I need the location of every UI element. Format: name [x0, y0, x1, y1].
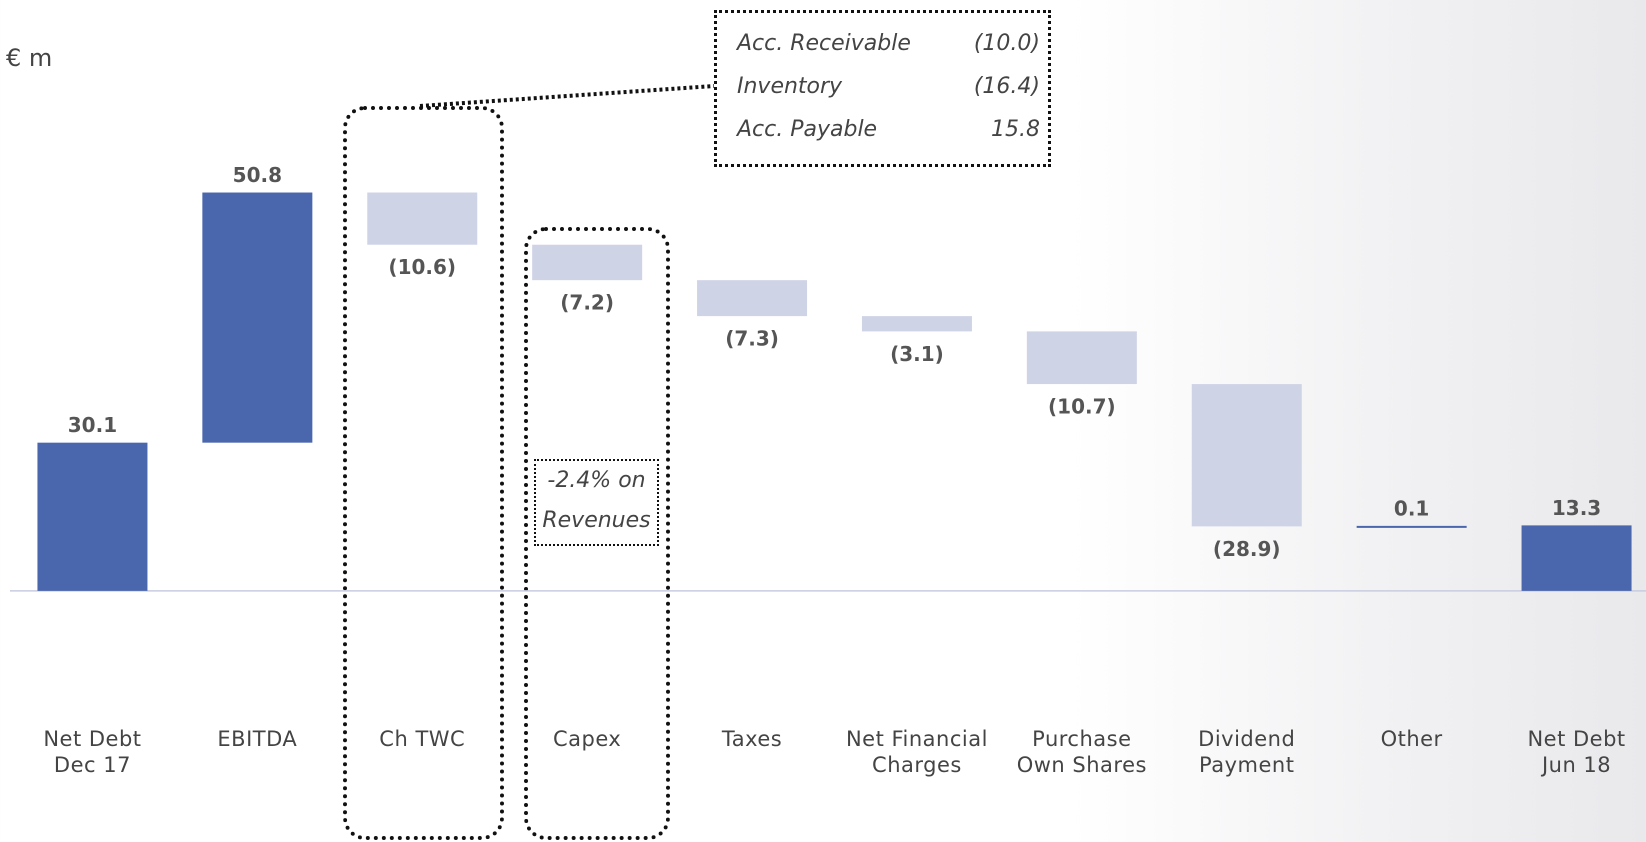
value-label: (10.7) [1048, 395, 1116, 419]
value-label: (3.1) [890, 342, 944, 366]
bar [1191, 384, 1302, 527]
bar [1356, 525, 1467, 528]
x-tick-label: Capex [552, 727, 622, 751]
breakdown-label: Acc. Payable [737, 117, 878, 142]
x-tick-label: Taxes [721, 727, 783, 751]
x-tick-label: Dividend Payment [1198, 727, 1296, 777]
x-tick-label: EBITDA [217, 727, 298, 751]
connector [419, 84, 715, 108]
x-tick-label: Other [1380, 727, 1443, 751]
x-tick-label: Net Debt Dec 17 [43, 727, 142, 777]
bar [697, 280, 808, 317]
breakdown-row: Acc. Receivable (10.0) [737, 31, 1040, 56]
bar [37, 442, 148, 591]
unit-label: € m [6, 44, 53, 72]
breakdown-row: Acc. Payable 15.8 [737, 117, 1040, 142]
capex-note: -2.4% on Revenues [534, 459, 659, 546]
breakdown-value: (10.0) [973, 31, 1040, 56]
value-label: 50.8 [233, 163, 282, 187]
twc-breakdown: Acc. Receivable (10.0) Inventory (16.4) Acc.… [714, 10, 1051, 167]
x-tick-label: Ch TWC [379, 727, 466, 751]
value-label: 30.1 [68, 413, 117, 437]
bar [532, 244, 643, 281]
value-label: (28.9) [1213, 537, 1281, 561]
x-tick-label: Net Financial Charges [845, 727, 988, 777]
bar [1026, 331, 1137, 385]
value-label: (10.6) [388, 255, 456, 279]
bar [861, 316, 972, 332]
value-label: (7.3) [725, 327, 779, 351]
breakdown-value: 15.8 [991, 117, 1040, 142]
value-label: 0.1 [1394, 496, 1429, 520]
bar [1521, 525, 1632, 591]
breakdown-value: (16.4) [973, 74, 1040, 99]
bar [367, 192, 478, 245]
value-label: 13.3 [1552, 496, 1601, 520]
bar [202, 192, 313, 443]
value-label: (7.2) [560, 291, 614, 315]
breakdown-label: Acc. Receivable [737, 31, 911, 56]
capex-highlight [524, 227, 670, 840]
x-tick-label: Net Debt Jun 18 [1527, 727, 1626, 777]
twc-highlight [343, 106, 504, 840]
breakdown-row: Inventory (16.4) [737, 74, 1040, 99]
x-tick-label: Purchase Own Shares [1016, 727, 1147, 777]
breakdown-label: Inventory [737, 74, 843, 99]
